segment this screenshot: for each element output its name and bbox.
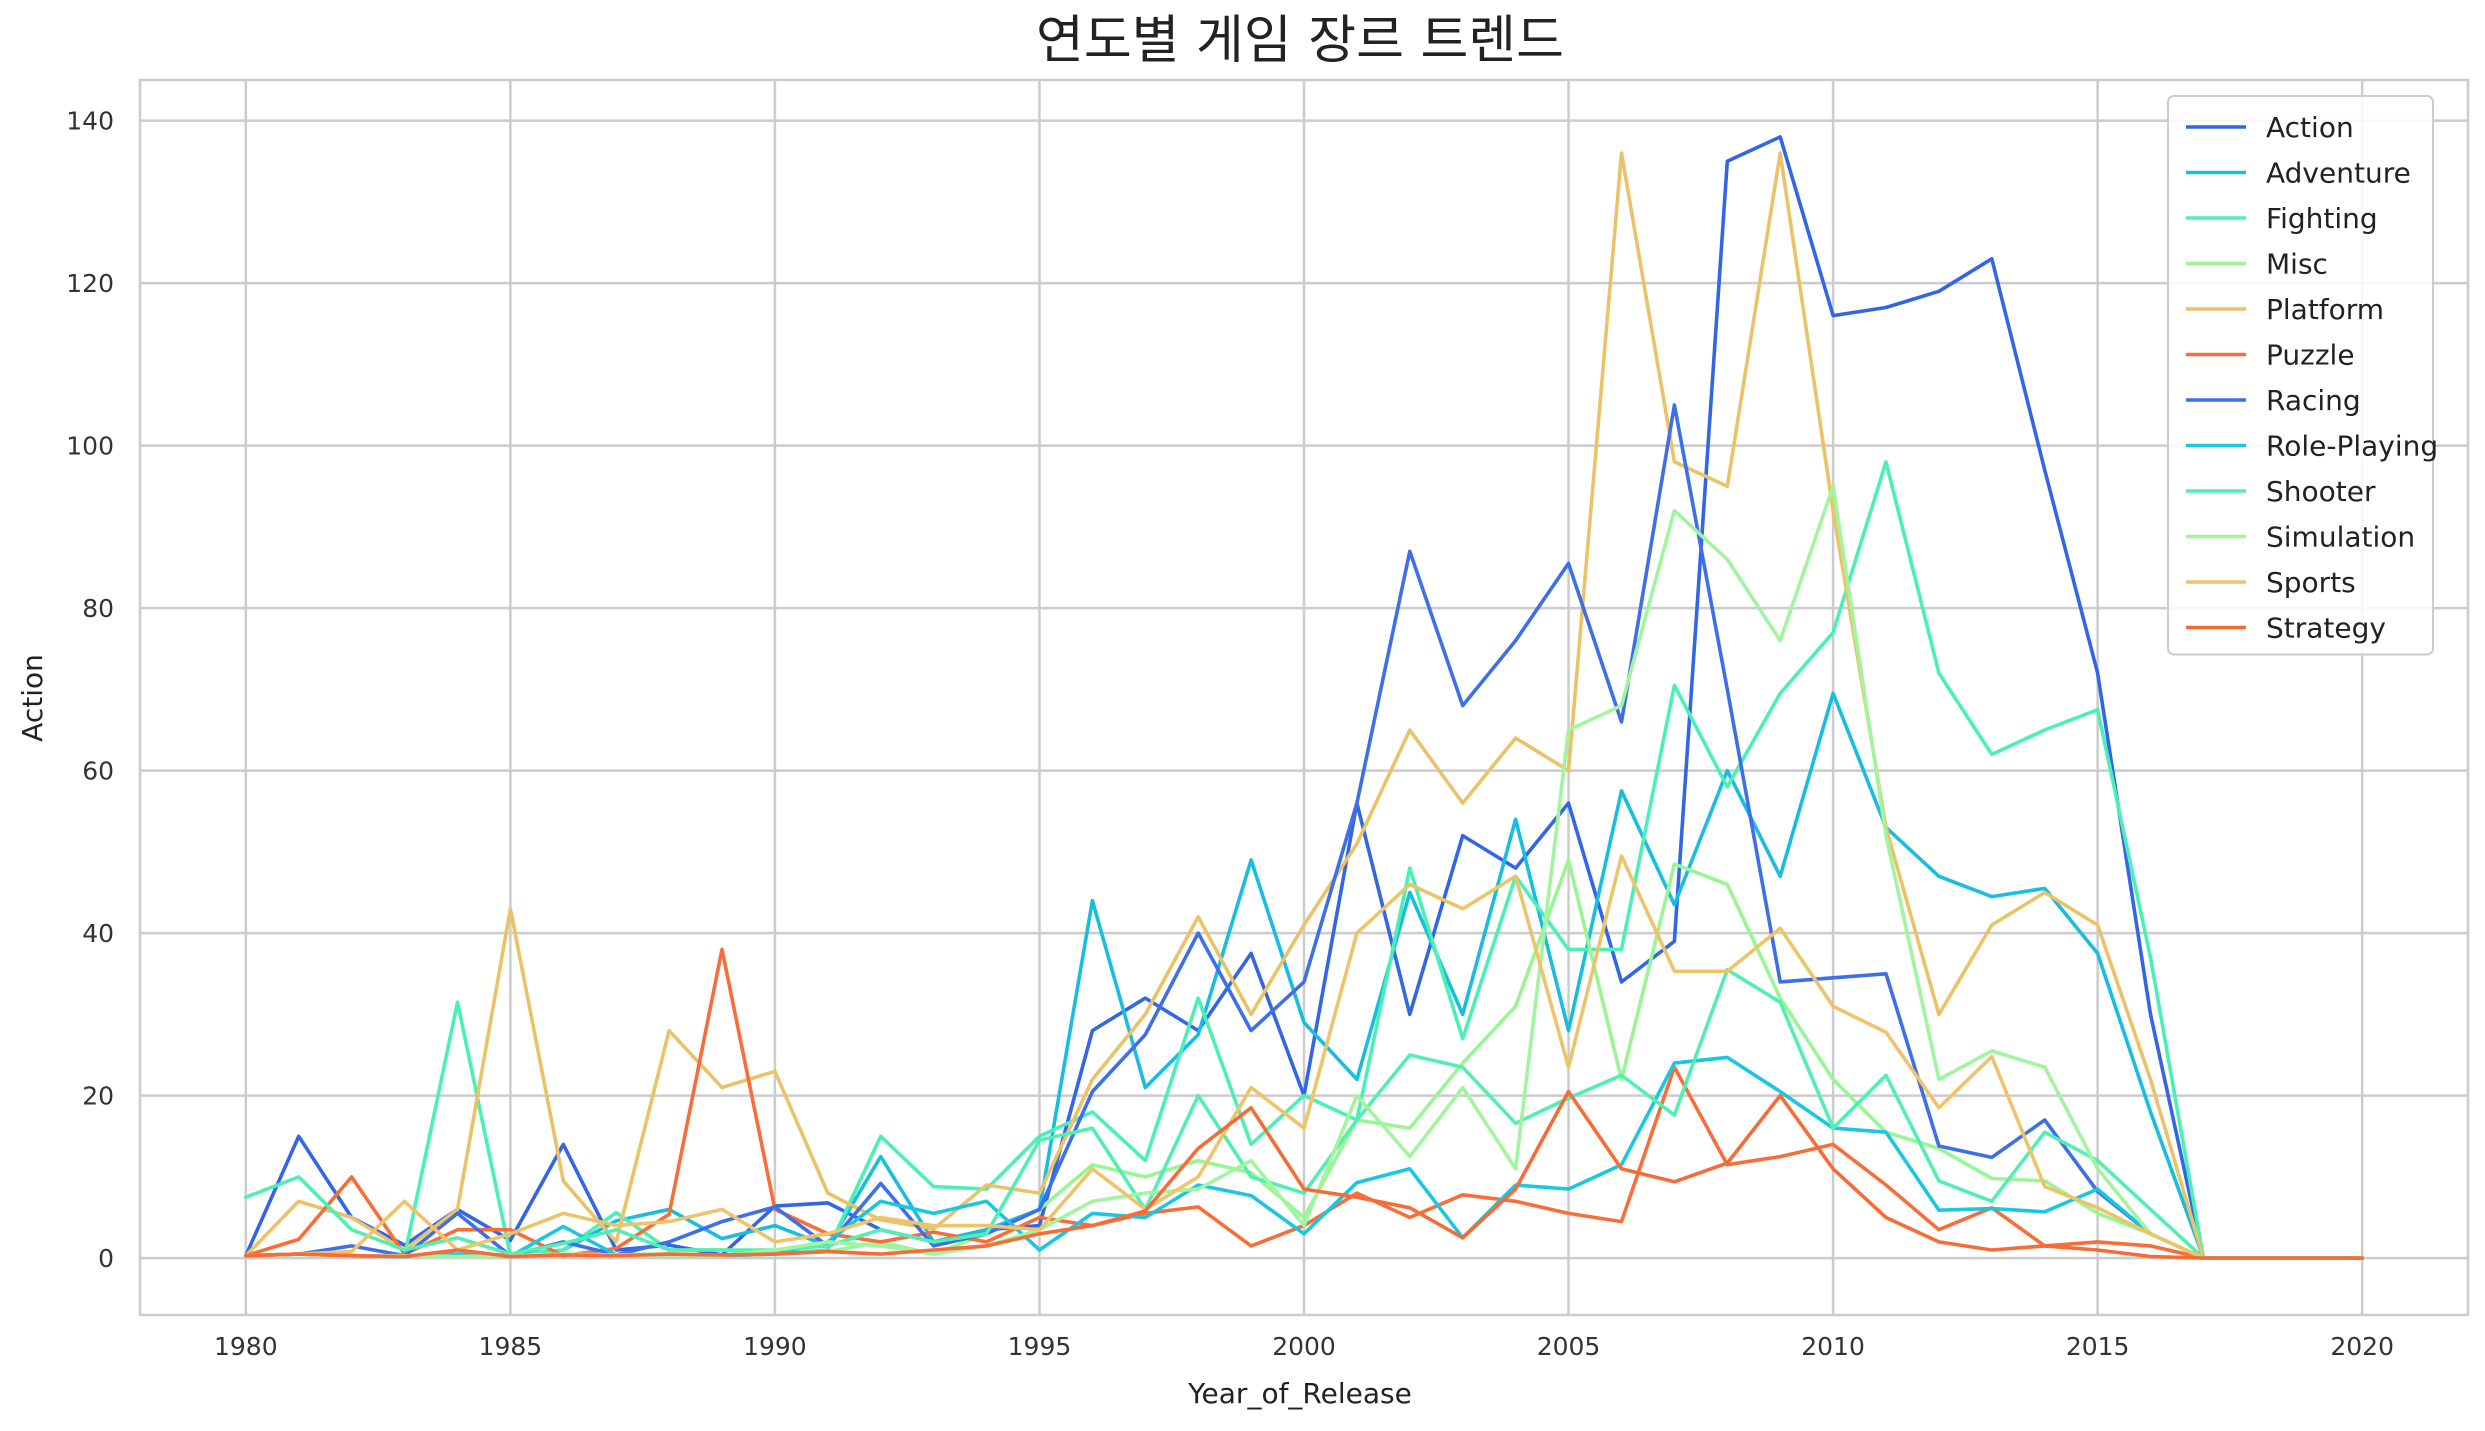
legend-label-strategy: Strategy xyxy=(2266,612,2386,645)
legend-label-sports: Sports xyxy=(2266,566,2356,599)
x-tick-label: 2020 xyxy=(2330,1332,2394,1361)
y-tick-label: 140 xyxy=(66,107,114,136)
y-tick-label: 20 xyxy=(82,1082,114,1111)
legend-box xyxy=(2167,95,2434,656)
x-axis-label: Year_of_Release xyxy=(1187,1377,1412,1410)
series-line-racing xyxy=(244,403,2364,1260)
y-tick-label: 0 xyxy=(98,1244,114,1273)
legend-label-action: Action xyxy=(2266,111,2354,144)
y-axis-label: Action xyxy=(16,654,49,742)
series-line-adventure xyxy=(244,691,2364,1260)
x-tick-label: 1995 xyxy=(1008,1332,1072,1361)
x-tick-label: 2010 xyxy=(1801,1332,1865,1361)
legend-label-misc: Misc xyxy=(2266,248,2328,281)
x-tick-label: 2000 xyxy=(1272,1332,1336,1361)
y-tick-label: 100 xyxy=(66,432,114,461)
series-line-sports xyxy=(244,854,2364,1260)
y-tick-label: 120 xyxy=(66,269,114,298)
series-lines xyxy=(244,135,2364,1260)
series-line-shooter xyxy=(244,967,2364,1260)
legend-label-puzzle: Puzzle xyxy=(2266,339,2355,372)
series-line-fighting xyxy=(244,460,2364,1260)
x-tick-label: 2005 xyxy=(1537,1332,1601,1361)
series-line-role-playing xyxy=(244,1055,2364,1260)
legend-label-fighting: Fighting xyxy=(2266,202,2378,235)
legend: Action Adventure Fighting Misc Platform Puzzl… xyxy=(2167,95,2438,656)
tick-labels: 1980 1985 1990 1995 2000 2005 2010 2015 2020 0 20 4… xyxy=(66,107,2394,1361)
plot-frame xyxy=(138,78,2470,1317)
x-tick-label: 2015 xyxy=(2066,1332,2130,1361)
y-tick-label: 80 xyxy=(82,594,114,623)
x-tick-label: 1985 xyxy=(479,1332,543,1361)
chart-title: 연도별 게임 장르 트렌드 xyxy=(1036,11,1564,71)
y-tick-label: 60 xyxy=(82,757,114,786)
x-tick-label: 1990 xyxy=(743,1332,807,1361)
legend-label-platform: Platform xyxy=(2266,293,2384,326)
y-tick-label: 40 xyxy=(82,919,114,948)
series-line-strategy xyxy=(244,1089,2364,1260)
legend-label-simulation: Simulation xyxy=(2266,521,2415,554)
x-tick-label: 1980 xyxy=(214,1332,278,1361)
legend-label-role-playing: Role-Playing xyxy=(2266,430,2438,463)
legend-label-shooter: Shooter xyxy=(2266,475,2376,508)
legend-label-adventure: Adventure xyxy=(2266,157,2411,190)
legend-label-racing: Racing xyxy=(2266,384,2361,417)
